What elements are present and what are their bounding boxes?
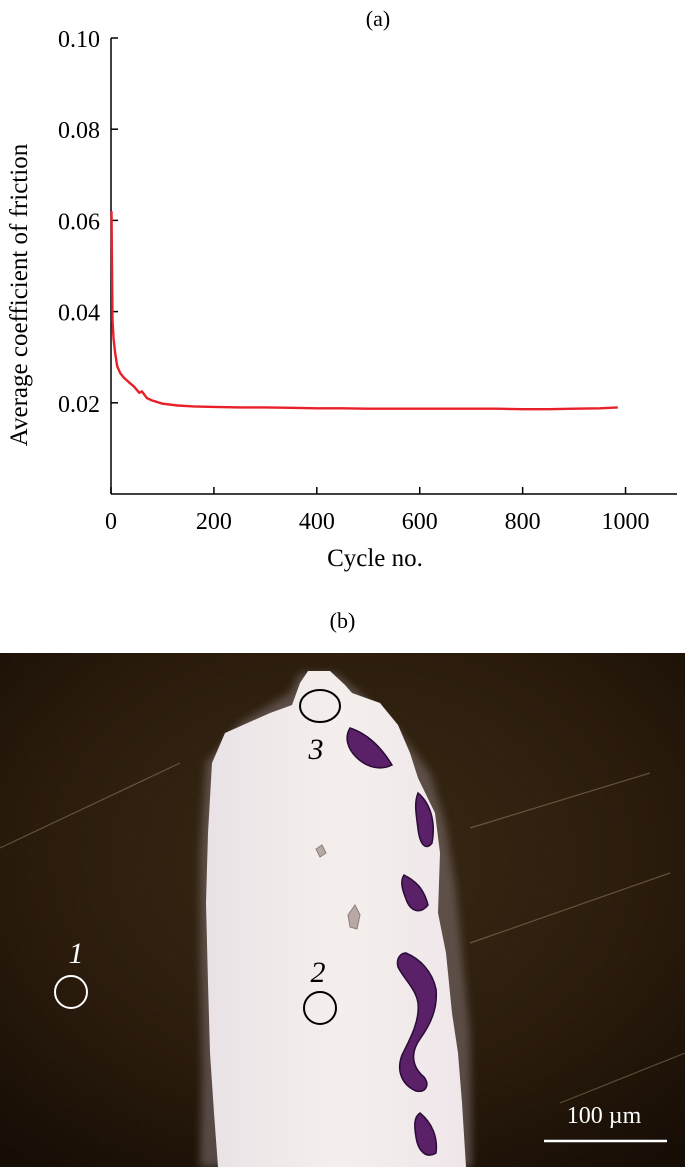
x-tick-label: 200 (196, 509, 232, 535)
scale-bar: 100 µm (544, 1103, 667, 1143)
chart-series (110, 211, 618, 411)
y-tick-label: 0.06 (58, 209, 100, 235)
marker-1-label: 1 (69, 937, 84, 970)
wear-track (206, 671, 466, 1167)
x-tick-label: 400 (299, 509, 335, 535)
x-axis-label: Cycle no. (327, 545, 423, 572)
track-debris (315, 844, 361, 930)
marker-2-label: 2 (311, 956, 326, 989)
panel-a-label: (a) (366, 6, 390, 31)
y-tick-label: 0.10 (58, 27, 100, 53)
marker-1: 1 (54, 937, 88, 1009)
wear-track-micrograph: 1 2 3 100 µm (0, 653, 685, 1167)
scratch-lines (0, 762, 685, 1104)
x-tick-label: 0 (105, 509, 117, 535)
chart-axes (110, 38, 677, 495)
marker-3-label: 3 (308, 733, 324, 766)
marker-2: 2 (303, 956, 337, 1025)
scale-bar-label: 100 µm (567, 1103, 642, 1129)
chart-ticks: 0 200 400 600 800 1000 0.02 0.04 0.06 0.08 0.10 (58, 27, 650, 535)
friction-series-line (110, 211, 618, 411)
marker-3: 3 (299, 689, 341, 766)
panel-b-label: (b) (329, 608, 356, 633)
y-axis-label: Average coefficient of friction (6, 143, 33, 446)
x-tick-label: 800 (505, 509, 541, 535)
friction-chart: (a) 0 200 400 600 800 1000 0.02 0.04 0.06 0.08 0.1… (6, 6, 677, 572)
y-tick-label: 0.04 (58, 301, 100, 327)
edge-deposits (346, 727, 438, 1156)
y-tick-label: 0.08 (58, 118, 100, 144)
x-tick-label: 600 (402, 509, 438, 535)
x-tick-label: 1000 (602, 509, 650, 535)
y-tick-label: 0.02 (58, 392, 100, 418)
